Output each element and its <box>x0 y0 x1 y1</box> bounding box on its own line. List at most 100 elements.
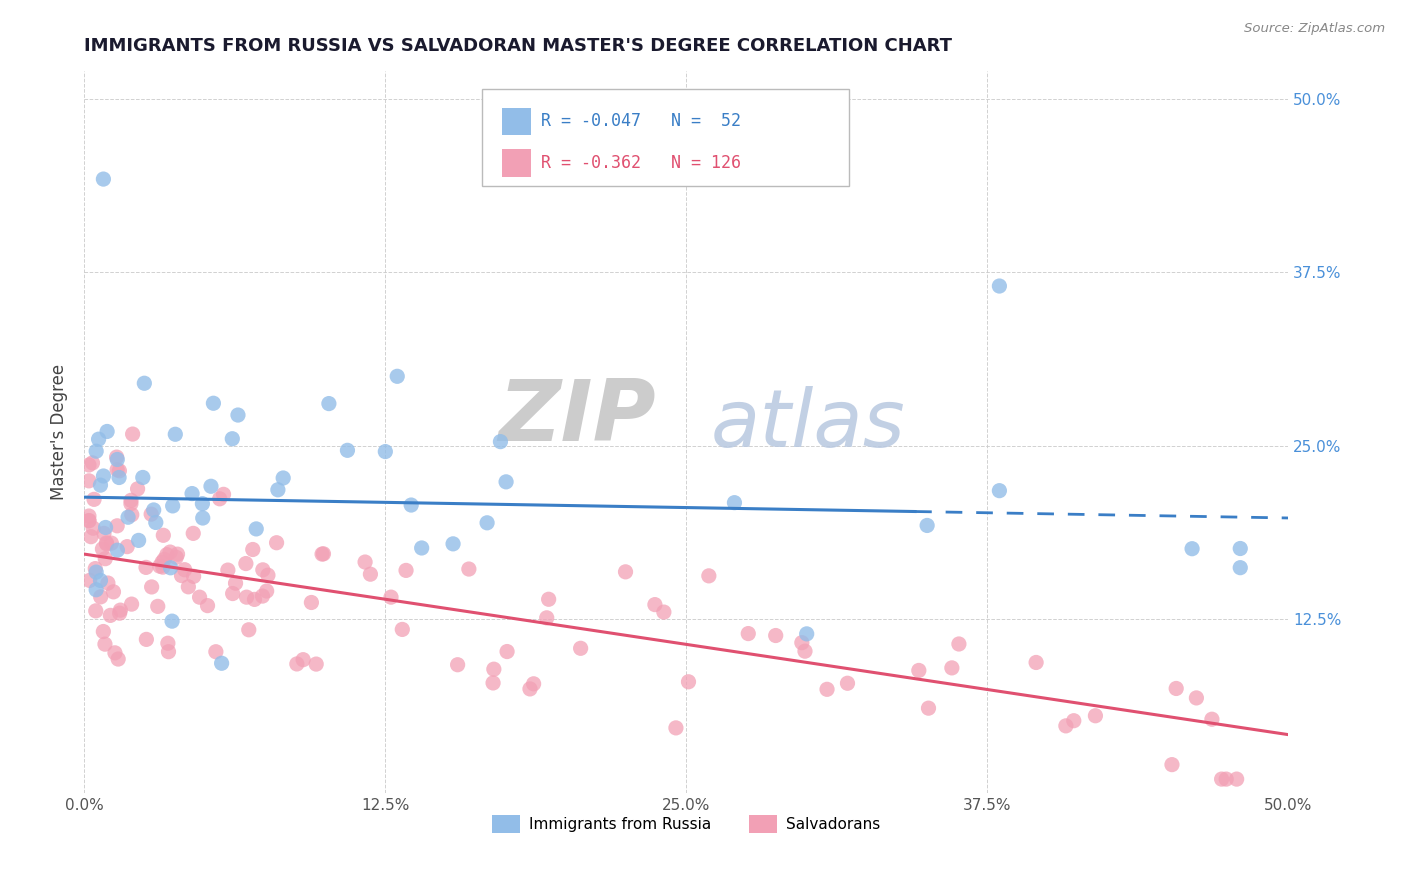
Point <box>105 450 128 464</box>
Point <box>79 574 101 588</box>
Point <box>537 592 560 607</box>
Point <box>108 464 131 478</box>
Point <box>181 486 204 500</box>
Point <box>359 567 381 582</box>
Point <box>157 645 180 659</box>
Point <box>948 637 970 651</box>
Point <box>1161 757 1184 772</box>
Point <box>84 582 107 597</box>
Point <box>103 585 125 599</box>
Point <box>108 470 131 484</box>
Point <box>96 425 118 439</box>
Point <box>150 555 173 569</box>
Point <box>96 536 118 550</box>
Point <box>399 498 422 512</box>
Point <box>115 540 138 554</box>
Point <box>83 492 105 507</box>
Point <box>311 547 333 561</box>
Point <box>146 599 169 614</box>
Point <box>519 681 541 696</box>
Point <box>94 637 117 651</box>
Point <box>97 576 120 591</box>
Point <box>271 471 294 485</box>
Point <box>170 568 193 582</box>
Point <box>100 536 122 550</box>
Point <box>226 408 249 422</box>
Point <box>765 628 787 642</box>
Point <box>1063 714 1085 728</box>
Point <box>1211 772 1233 786</box>
Point <box>1229 560 1251 574</box>
Point <box>245 522 267 536</box>
Point <box>1084 708 1107 723</box>
Point <box>211 657 233 671</box>
Point <box>177 580 200 594</box>
Point <box>988 279 1011 293</box>
Point <box>1201 712 1223 726</box>
Point <box>256 584 278 599</box>
Point <box>77 514 100 528</box>
Point <box>156 636 179 650</box>
Point <box>267 483 290 497</box>
Point <box>80 530 103 544</box>
Point <box>117 510 139 524</box>
Point <box>665 721 688 735</box>
Point <box>191 497 214 511</box>
Point <box>285 657 308 671</box>
Point <box>941 661 963 675</box>
Point <box>145 516 167 530</box>
Point <box>82 521 104 535</box>
Point <box>395 563 418 577</box>
Point <box>457 562 479 576</box>
Point <box>96 537 118 551</box>
Point <box>737 626 759 640</box>
Point <box>107 652 129 666</box>
Point <box>105 518 128 533</box>
Point <box>336 443 359 458</box>
Point <box>1025 656 1047 670</box>
Point <box>159 561 181 575</box>
Text: ZIP: ZIP <box>499 376 657 458</box>
Point <box>93 469 115 483</box>
Point <box>107 543 129 558</box>
Point <box>191 511 214 525</box>
Point <box>135 560 157 574</box>
Text: atlas: atlas <box>710 385 905 464</box>
Point <box>212 487 235 501</box>
Point <box>94 520 117 534</box>
Point <box>165 550 187 565</box>
Point <box>156 548 179 562</box>
Point <box>678 674 700 689</box>
Point <box>697 569 720 583</box>
Point <box>796 627 818 641</box>
Point <box>142 503 165 517</box>
Point <box>1229 541 1251 556</box>
Point <box>77 514 100 528</box>
Point <box>105 452 128 467</box>
Point <box>173 563 195 577</box>
Point <box>94 551 117 566</box>
Point <box>89 478 111 492</box>
Point <box>252 589 274 603</box>
Point <box>121 597 143 611</box>
Point <box>84 565 107 579</box>
Point <box>162 499 184 513</box>
Point <box>166 547 188 561</box>
Point <box>135 632 157 647</box>
Point <box>152 528 174 542</box>
Point <box>90 590 112 604</box>
Point <box>299 595 322 609</box>
Point <box>354 555 377 569</box>
Point <box>252 563 274 577</box>
Point <box>217 563 239 577</box>
Point <box>77 458 100 472</box>
Point <box>475 516 498 530</box>
Point <box>152 560 174 574</box>
Point <box>197 599 219 613</box>
Point <box>93 624 115 639</box>
Point <box>411 541 433 555</box>
Point <box>84 604 107 618</box>
Point <box>915 518 938 533</box>
Point <box>221 432 243 446</box>
Point <box>446 657 468 672</box>
